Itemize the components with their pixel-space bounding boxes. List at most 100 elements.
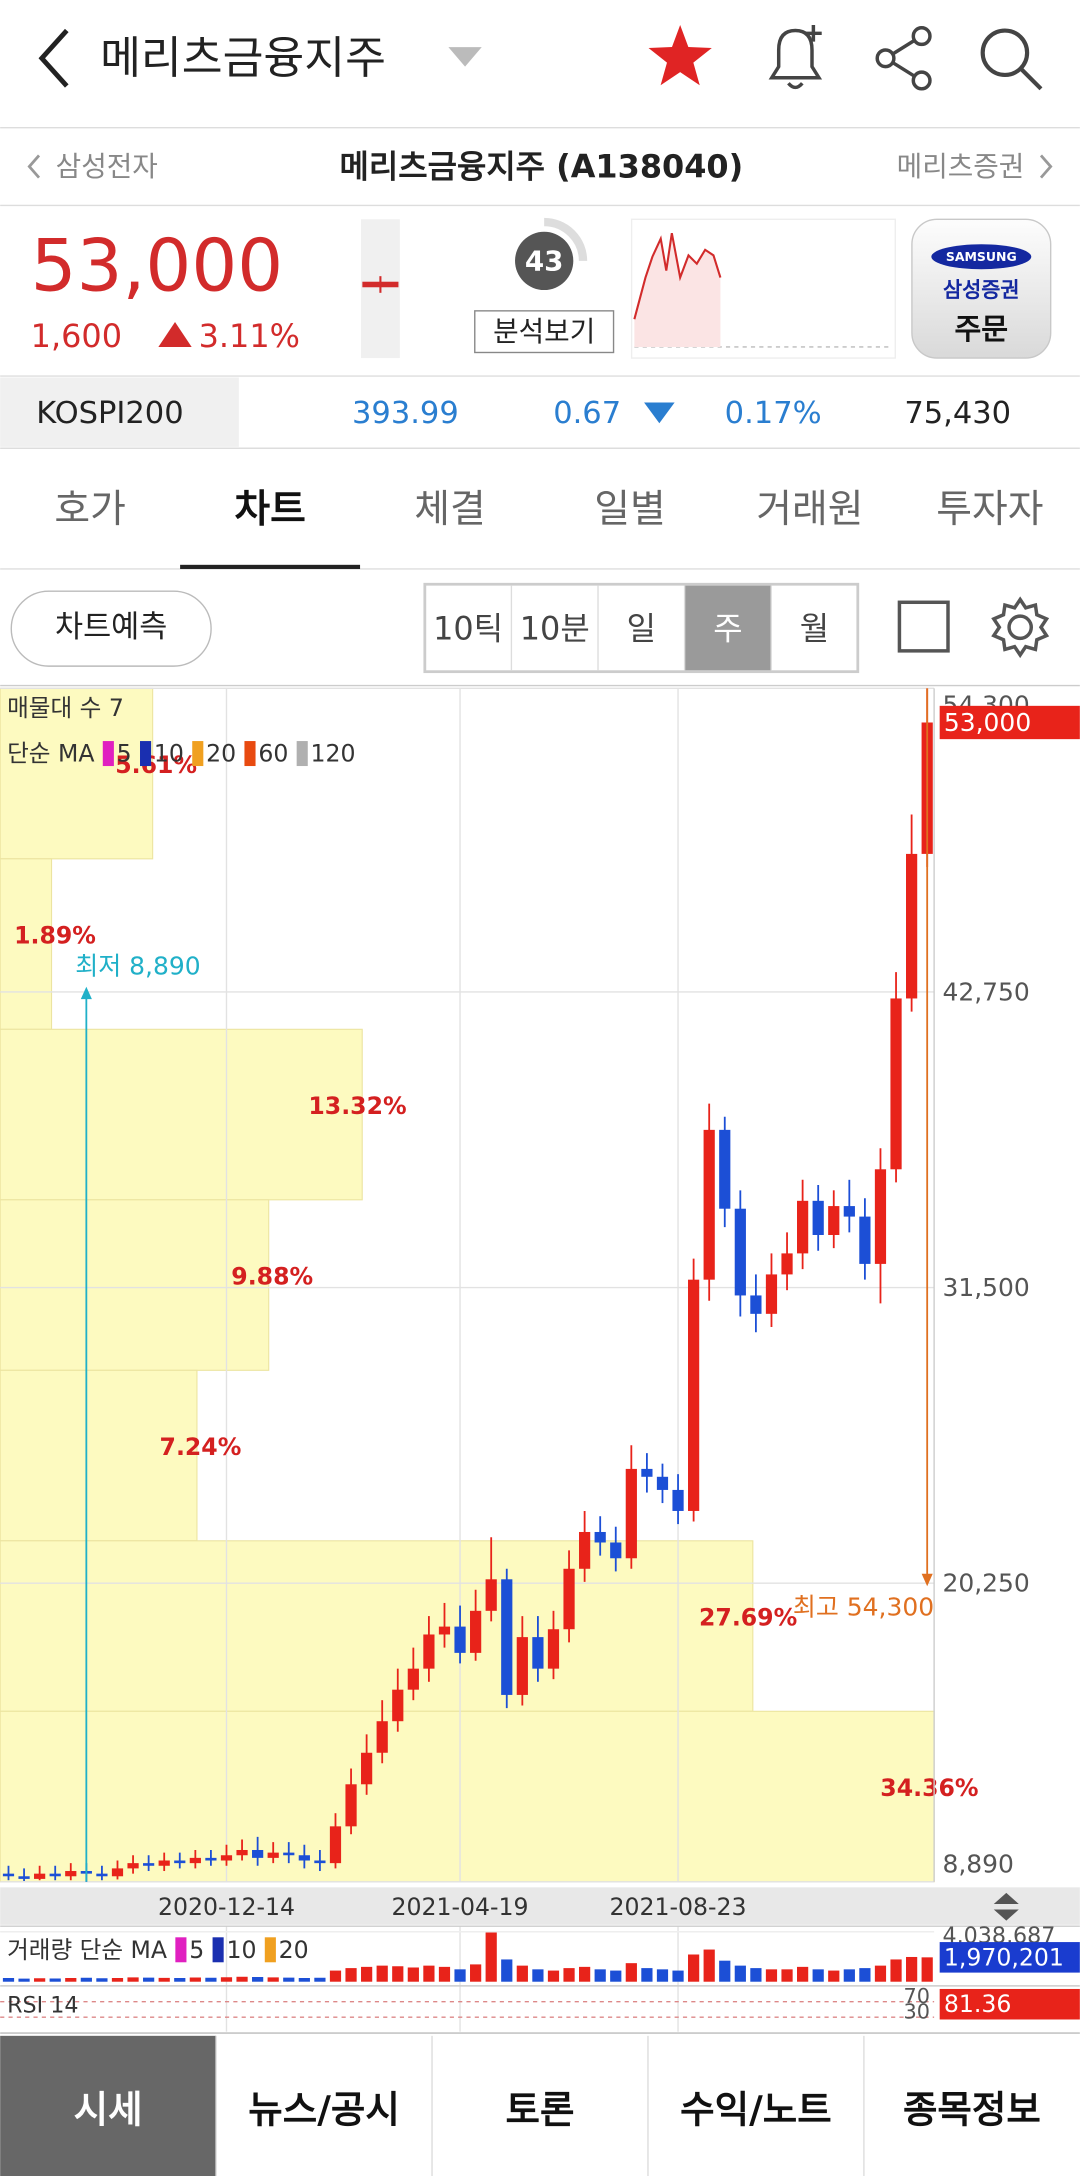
nav-label[interactable]: 토론 <box>506 2087 575 2131</box>
period-button[interactable]: 월 <box>800 610 829 648</box>
broker-name[interactable]: 삼성증권 <box>943 278 1020 302</box>
legend-swatch <box>244 741 256 767</box>
tab[interactable]: 차트 <box>234 487 305 532</box>
volume-bar <box>703 1949 715 1982</box>
settings-icon[interactable] <box>991 596 1050 659</box>
broker-logo[interactable] <box>931 244 1032 270</box>
back-button[interactable] <box>38 28 69 88</box>
candle-body <box>812 1200 824 1235</box>
nav-item[interactable] <box>647 2035 864 2176</box>
volume-bar <box>688 1954 700 1982</box>
analysis-button[interactable] <box>474 310 615 354</box>
legend-label: 20 <box>279 1936 309 1964</box>
tab[interactable]: 거래원 <box>756 487 863 532</box>
legend-swatch <box>264 1937 276 1963</box>
search-icon[interactable] <box>980 28 1043 91</box>
candle-body <box>96 1873 108 1877</box>
resize-icon[interactable] <box>993 1892 1019 1904</box>
x-tick-label: 2021-08-23 <box>610 1893 747 1921</box>
candle-body <box>625 1468 637 1559</box>
candle-body <box>127 1863 139 1869</box>
next-arrow[interactable] <box>1039 154 1053 179</box>
prev-arrow[interactable] <box>27 154 41 179</box>
candle-body <box>641 1468 653 1477</box>
nav-item[interactable] <box>432 2035 648 2176</box>
candle-body <box>111 1868 124 1877</box>
period-button[interactable]: 주 <box>713 610 742 648</box>
period-button[interactable]: 10분 <box>520 610 590 648</box>
tab-indicator <box>180 564 361 569</box>
candle-body <box>361 1752 373 1785</box>
candle-body <box>828 1206 840 1235</box>
volume-profile-bar <box>0 1199 270 1371</box>
broker-logo-text[interactable]: SAMSUNG <box>946 249 1017 264</box>
order-label[interactable]: 주문 <box>955 312 1009 346</box>
low-label: 최저 8,890 <box>75 951 200 980</box>
candle-body <box>438 1626 451 1635</box>
tab[interactable]: 체결 <box>414 487 485 532</box>
nav-label[interactable]: 뉴스/공시 <box>248 2087 400 2131</box>
volume-bar <box>485 1931 497 1982</box>
predict-label[interactable]: 차트예측 <box>55 610 167 645</box>
nav-item[interactable] <box>0 2035 217 2176</box>
legend-label: 60 <box>258 740 288 768</box>
candle-body <box>547 1629 560 1669</box>
index-change: 0.67 <box>553 396 621 431</box>
resize-icon[interactable] <box>993 1909 1019 1921</box>
alarm-icon[interactable] <box>768 24 823 90</box>
nav-label[interactable]: 종목정보 <box>903 2087 1041 2131</box>
index-bar: KOSPI200 393.99 0.67 0.17% 75,430 <box>0 375 1080 449</box>
volume-bar <box>501 1959 513 1982</box>
share-icon[interactable] <box>875 26 932 91</box>
volume-bar <box>361 1966 373 1982</box>
tab[interactable]: 일별 <box>594 487 665 532</box>
ma-legend-title: 단순 MA <box>7 740 94 768</box>
nav-label[interactable]: 시세 <box>74 2087 143 2131</box>
volume-bar <box>438 1966 451 1982</box>
volume-bar <box>18 1978 30 1982</box>
legend-swatch <box>140 741 152 767</box>
candle-body <box>470 1610 482 1653</box>
analysis-button-label[interactable]: 분석보기 <box>493 315 595 348</box>
candle-body <box>18 1876 30 1879</box>
period-selected[interactable] <box>684 585 772 671</box>
volume-profile-bar <box>0 1028 363 1201</box>
volume-bar <box>298 1978 310 1982</box>
stock-title[interactable]: 메리츠금융지주 <box>100 33 386 84</box>
low-arrowhead <box>80 986 92 1000</box>
candle-body <box>329 1826 342 1864</box>
tab[interactable]: 투자자 <box>936 487 1043 532</box>
candle-body <box>376 1721 388 1753</box>
candle-body <box>594 1531 606 1543</box>
volume-bar <box>252 1977 264 1982</box>
tab[interactable]: 호가 <box>54 487 125 532</box>
volume-bar <box>2 1978 15 1982</box>
tabs: 호가 차트 체결 일별 거래원 투자자 <box>0 487 1080 570</box>
candle-body <box>703 1129 715 1280</box>
legend-label: 5 <box>117 740 132 768</box>
prev-stock[interactable]: 삼성전자 <box>56 150 158 183</box>
volume-bar <box>532 1969 544 1982</box>
predict-button[interactable] <box>10 590 212 667</box>
score-circle <box>515 231 574 291</box>
candle-body <box>890 998 902 1170</box>
volume-bar <box>111 1978 124 1982</box>
volume-bar <box>734 1965 746 1982</box>
nav-label[interactable]: 수익/노트 <box>680 2087 832 2131</box>
index-volume: 75,430 <box>904 396 1011 431</box>
volume-bar <box>874 1965 887 1982</box>
favorite-star[interactable] <box>648 24 712 86</box>
period-button[interactable]: 일 <box>627 610 656 648</box>
dropdown-icon[interactable] <box>448 47 482 67</box>
y-tick-label: 8,890 <box>942 1849 1013 1878</box>
next-stock[interactable]: 메리츠증권 <box>897 150 1025 183</box>
candle-body <box>49 1873 61 1877</box>
candle-body <box>392 1689 404 1722</box>
nav-item[interactable] <box>863 2035 1080 2176</box>
legend-label: 10 <box>226 1936 256 1964</box>
period-button[interactable]: 10틱 <box>433 610 503 648</box>
checkbox[interactable] <box>897 600 950 653</box>
candle-body <box>797 1200 809 1254</box>
profile-title: 매물대 수 7 <box>7 694 124 722</box>
nav-item[interactable] <box>216 2035 433 2176</box>
